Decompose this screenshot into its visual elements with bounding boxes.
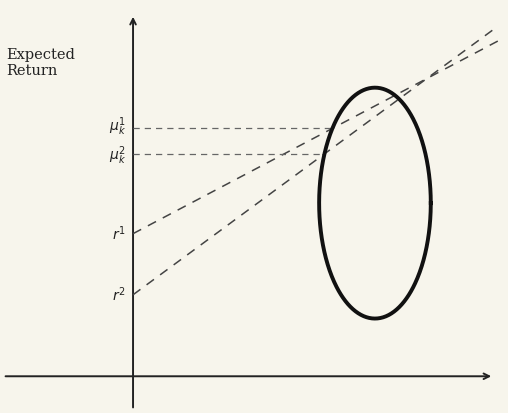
- Text: $r^2$: $r^2$: [112, 285, 125, 304]
- Text: $\mu_k^2$: $\mu_k^2$: [109, 144, 125, 167]
- Text: Expected
Return: Expected Return: [7, 47, 75, 78]
- Text: $r^1$: $r^1$: [112, 224, 125, 243]
- Text: $\mu_k^1$: $\mu_k^1$: [109, 115, 125, 138]
